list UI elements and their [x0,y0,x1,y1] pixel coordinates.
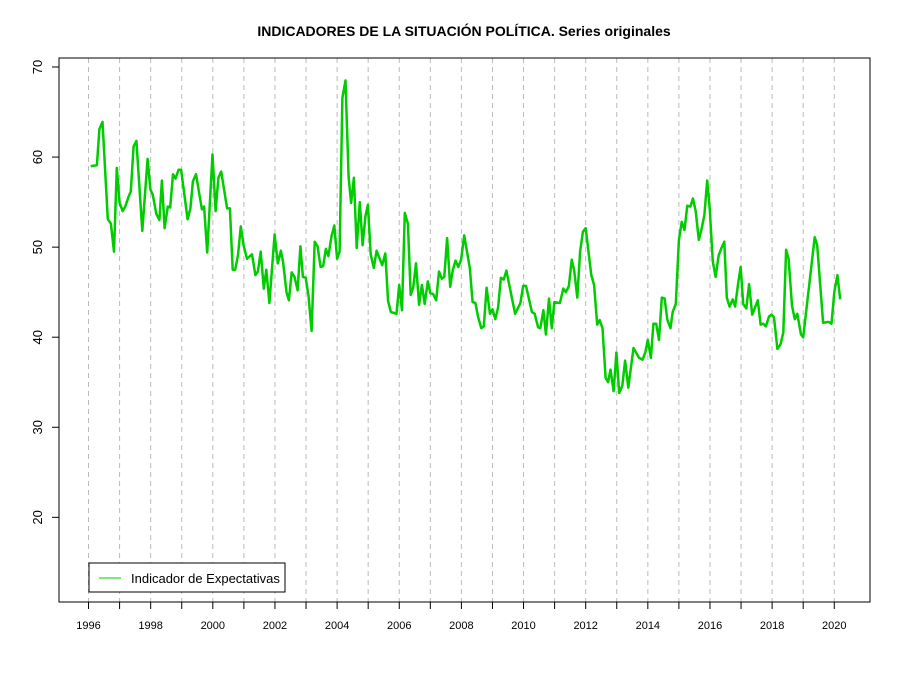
x-tick-label: 2002 [263,620,287,632]
x-tick-label: 2008 [449,620,473,632]
x-tick-label: 2000 [201,620,225,632]
legend-box [88,562,286,593]
legend: Indicador de Expectativas [88,562,286,593]
x-tick-label: 2016 [698,620,722,632]
x-tick-label: 2018 [760,620,784,632]
x-tick-label: 2014 [636,620,660,632]
grid-lines [88,58,835,602]
series-line-indicador-de-expectativas [90,79,842,395]
y-tick-label: 30 [30,420,45,434]
plot-frame [58,57,871,603]
x-tick-label: 2006 [387,620,411,632]
chart-title: INDICADORES DE LA SITUACIÓN POLÍTICA. Se… [257,22,671,39]
x-tick-label: 1998 [138,620,162,632]
y-tick-label: 70 [30,60,45,74]
x-tick-label: 2012 [573,620,597,632]
y-tick-label: 40 [30,330,45,344]
y-tick-label: 50 [30,240,45,254]
x-tick-label: 2004 [325,620,349,632]
legend-label: Indicador de Expectativas [131,571,280,586]
y-tick-label: 60 [30,150,45,164]
y-tick-label: 20 [30,510,45,524]
y-axis: 20 30 40 50 60 70 [30,60,60,525]
x-tick-label: 2020 [822,620,846,632]
x-tick-label: 1996 [76,620,100,632]
x-tick-label: 2010 [511,620,535,632]
series-layer [90,79,842,395]
x-axis: 1996 1998 2000 2002 2004 2006 2008 2010 2012 2014… [76,601,847,632]
